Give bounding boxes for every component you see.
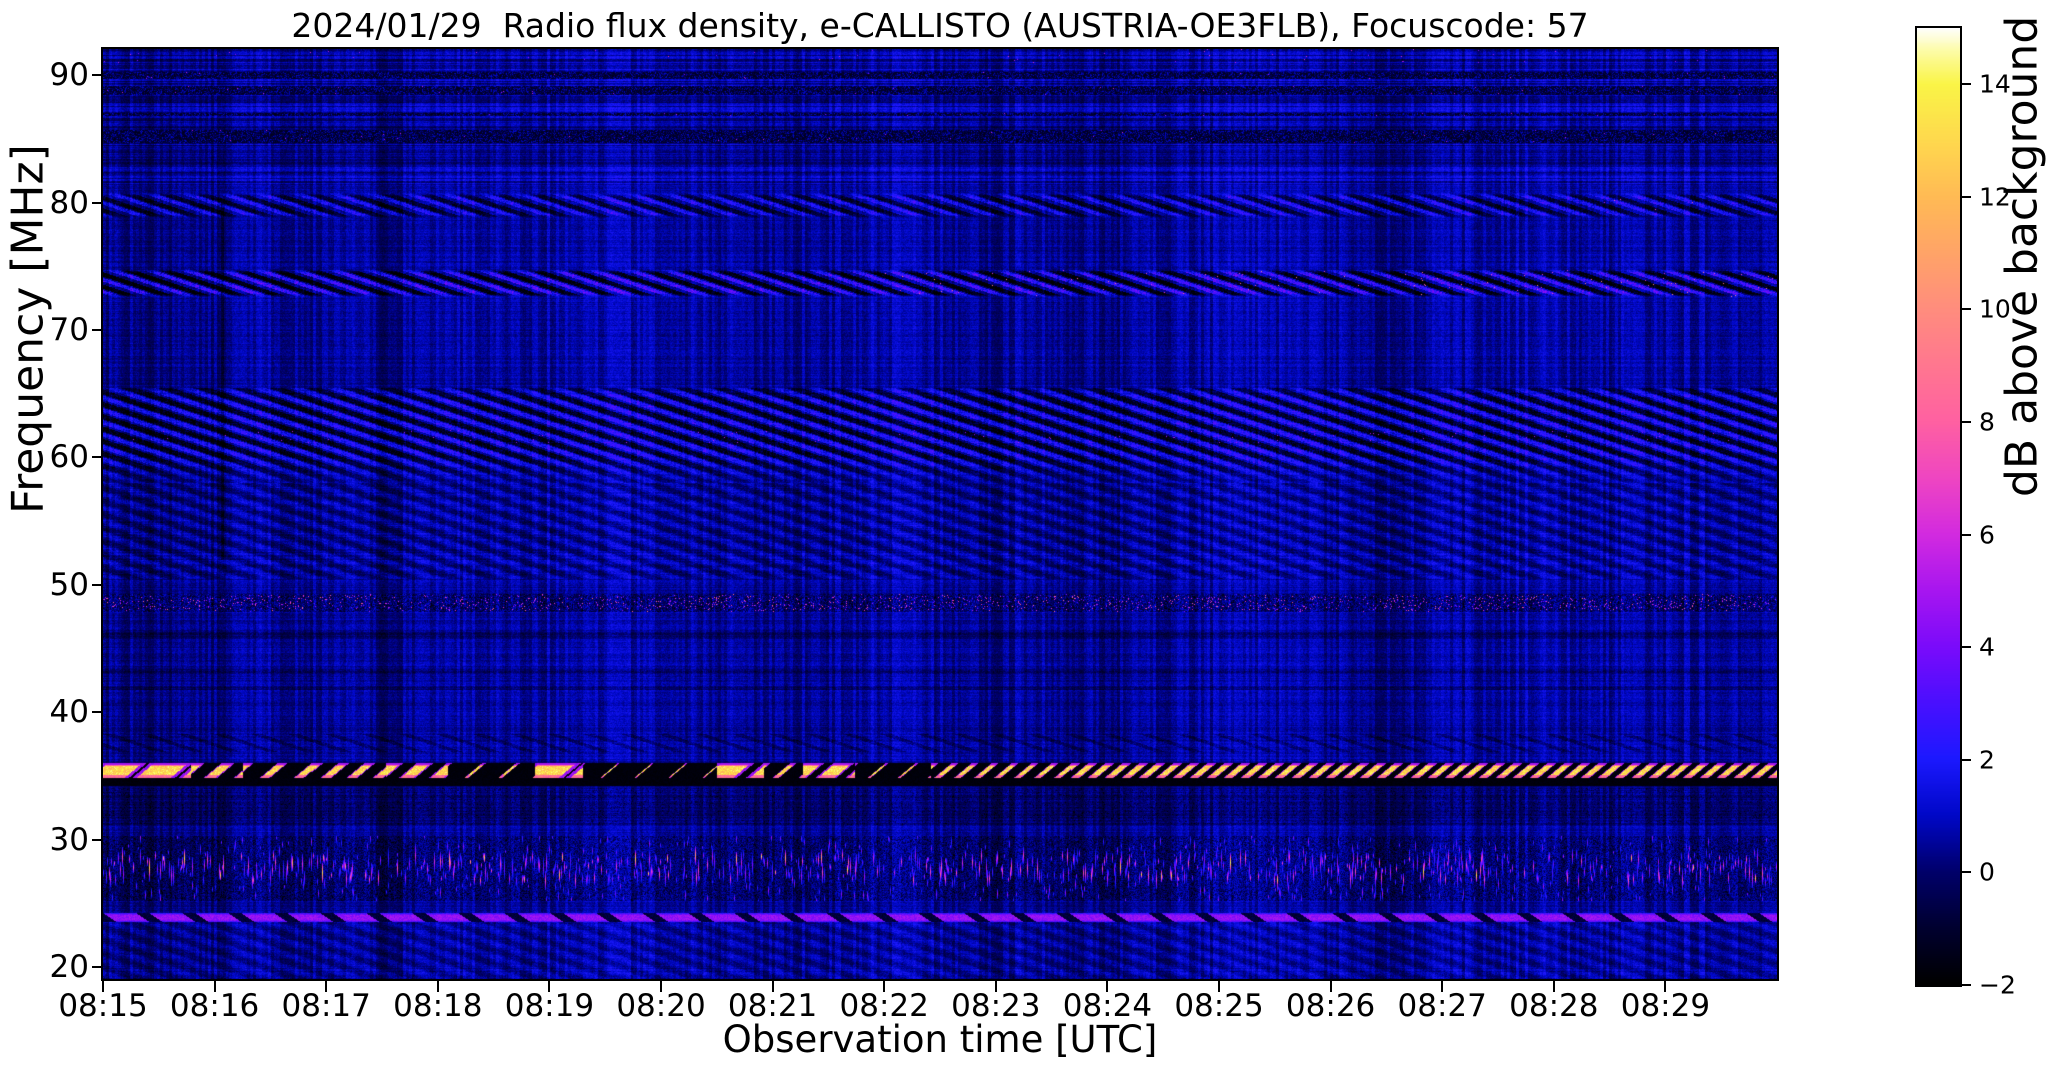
colorbar-tick-mark <box>1962 646 1971 649</box>
x-tick-mark <box>436 981 439 992</box>
x-tick-label: 08:22 <box>839 988 929 1024</box>
colorbar-tick-mark <box>1962 533 1971 536</box>
plot-frame <box>101 47 1779 981</box>
colorbar-frame <box>1915 26 1962 987</box>
colorbar-tick-mark <box>1962 308 1971 311</box>
colorbar-tick-label: 6 <box>1979 520 1995 550</box>
y-tick-mark <box>92 583 103 586</box>
x-tick-label: 08:25 <box>1174 988 1264 1024</box>
y-tick-mark <box>92 838 103 841</box>
y-tick-label: 20 <box>49 948 89 985</box>
x-tick-label: 08:21 <box>727 988 818 1024</box>
colorbar-tick-mark <box>1962 984 1971 986</box>
colorbar-tick-label: 4 <box>1979 632 1995 662</box>
x-tick-mark <box>771 981 774 992</box>
colorbar-tick-label: 8 <box>1979 407 1995 437</box>
colorbar-tick-label: 12 <box>1979 182 2011 212</box>
x-tick-label: 08:26 <box>1285 988 1376 1024</box>
x-tick-mark <box>660 981 662 992</box>
colorbar-tick-label: 14 <box>1979 69 2011 99</box>
y-tick-mark <box>92 456 103 459</box>
x-tick-label: 08:24 <box>1062 988 1153 1024</box>
colorbar-tick-mark <box>1962 871 1971 874</box>
x-tick-mark <box>1441 981 1444 992</box>
y-tick-label: 60 <box>49 439 89 476</box>
x-tick-label: 08:23 <box>951 988 1041 1024</box>
colorbar-tick-mark <box>1962 83 1971 86</box>
x-tick-label: 08:19 <box>504 988 595 1024</box>
x-tick-label: 08:20 <box>616 988 706 1024</box>
x-tick-label: 08:18 <box>393 988 483 1024</box>
x-tick-mark <box>102 981 104 992</box>
x-tick-label: 08:16 <box>169 988 260 1024</box>
y-tick-mark <box>92 965 103 968</box>
x-tick-mark <box>548 981 551 992</box>
x-tick-mark <box>1329 981 1332 992</box>
x-tick-mark <box>213 981 216 992</box>
x-tick-mark <box>1218 981 1220 992</box>
y-tick-label: 80 <box>49 184 89 221</box>
colorbar-tick-label: 0 <box>1979 857 1995 887</box>
x-tick-mark <box>1664 981 1667 992</box>
spectrogram-canvas <box>103 49 1777 979</box>
x-tick-label: 08:15 <box>58 988 148 1024</box>
x-tick-mark <box>994 981 997 992</box>
x-tick-mark <box>1106 981 1109 992</box>
x-tick-mark <box>1552 981 1555 992</box>
chart-title: 2024/01/29 Radio flux density, e-CALLIST… <box>291 6 1589 45</box>
x-tick-label: 08:29 <box>1620 988 1711 1024</box>
x-axis-label: Observation time [UTC] <box>722 1018 1158 1061</box>
y-tick-mark <box>92 201 103 204</box>
x-tick-mark <box>883 981 886 992</box>
x-tick-label: 08:17 <box>281 988 371 1024</box>
y-tick-label: 90 <box>49 57 89 94</box>
colorbar-tick-label: 10 <box>1979 294 2011 324</box>
x-tick-label: 08:27 <box>1397 988 1487 1024</box>
x-tick-mark <box>325 981 328 992</box>
colorbar-canvas <box>1917 28 1960 985</box>
colorbar-tick-label: −2 <box>1979 970 2016 1000</box>
colorbar-tick-mark <box>1962 421 1971 424</box>
y-tick-mark <box>92 711 103 714</box>
y-tick-label: 30 <box>49 821 89 858</box>
x-tick-label: 08:28 <box>1509 988 1599 1024</box>
colorbar-tick-mark <box>1962 758 1971 761</box>
y-tick-label: 50 <box>49 566 89 603</box>
y-tick-mark <box>92 328 103 331</box>
colorbar-tick-label: 2 <box>1979 745 1995 775</box>
y-tick-label: 70 <box>49 311 89 348</box>
colorbar-tick-mark <box>1962 195 1971 198</box>
y-tick-label: 40 <box>49 694 89 731</box>
y-tick-mark <box>92 74 103 77</box>
